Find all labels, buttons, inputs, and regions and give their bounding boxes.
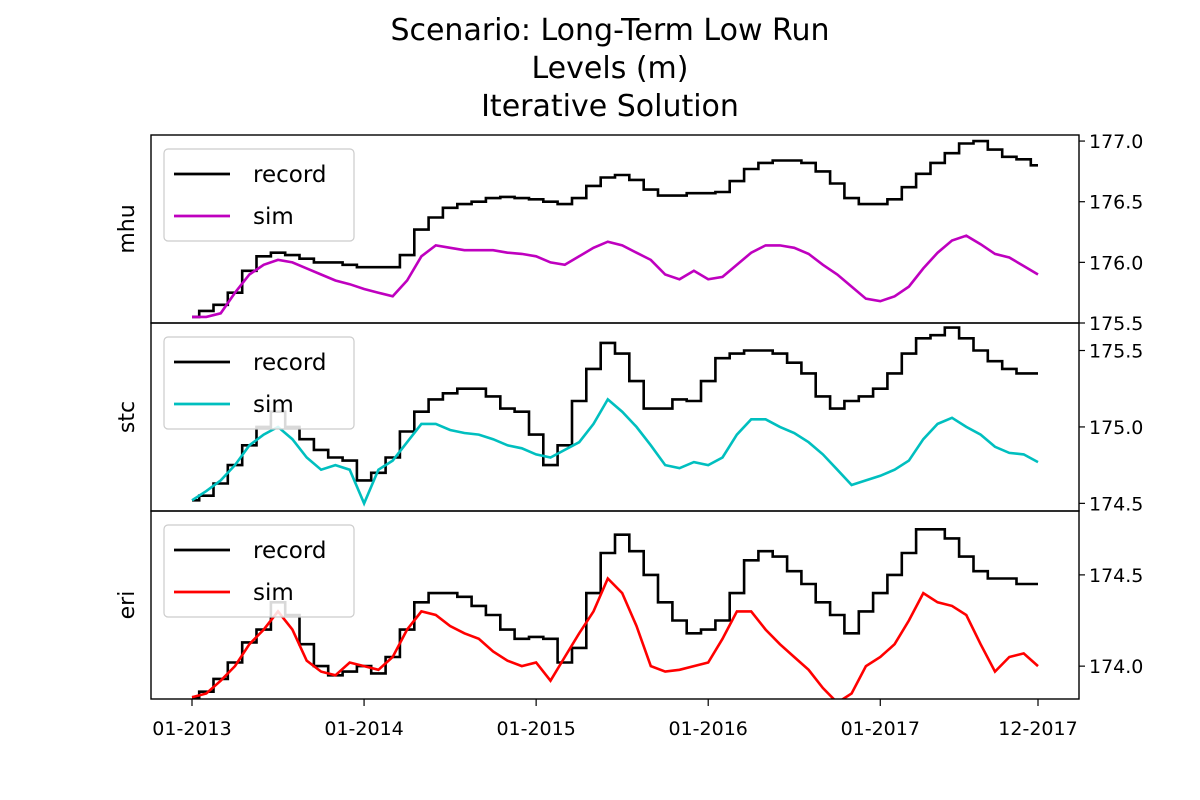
xtick-label: 01-2016 <box>669 718 748 740</box>
legend-label-eri-record: record <box>253 538 326 564</box>
legend-box-mhu <box>163 148 355 242</box>
series-line-stc-record <box>192 326 1038 502</box>
series-line-mhu-record <box>192 139 1038 319</box>
legend-label-stc-sim: sim <box>253 392 294 418</box>
series-line-eri-sim <box>191 576 1039 699</box>
xtick-label: 01-2014 <box>324 718 403 740</box>
ytick-label-mhu: 177.0 <box>1089 131 1143 153</box>
panel-frame-eri <box>150 510 1080 700</box>
ylabel-stc: stc <box>115 401 140 433</box>
ytick-label-stc: 175.5 <box>1089 341 1143 363</box>
xtick-label: 01-2015 <box>496 718 575 740</box>
ytick-label-mhu: 176.0 <box>1089 252 1143 274</box>
legend-label-mhu-record: record <box>253 162 326 188</box>
xtick-label: 01-2017 <box>841 718 920 740</box>
legend-label-stc-record: record <box>253 350 326 376</box>
ytick-label-eri: 174.5 <box>1089 565 1143 587</box>
panel-stc: 174.5 175.0 175.5 stc record sim <box>115 322 1143 515</box>
series-line-stc-sim <box>191 397 1039 507</box>
chart-title-line-3: Iterative Solution <box>481 89 739 124</box>
chart-title-line-1: Scenario: Long-Term Low Run <box>390 13 830 48</box>
legend-label-eri-sim: sim <box>253 580 294 606</box>
chart-title-line-2: Levels (m) <box>531 51 689 86</box>
xtick-label: 12-2017 <box>998 718 1077 740</box>
series-line-eri-record <box>192 528 1038 699</box>
legend-box-eri <box>163 524 355 618</box>
xtick-label: 01-2013 <box>152 718 231 740</box>
ylabel-mhu: mhu <box>115 204 140 253</box>
ytick-label-eri: 174.0 <box>1089 656 1143 678</box>
series-line-mhu-sim <box>192 234 1039 319</box>
legend-label-mhu-sim: sim <box>253 204 294 230</box>
panel-mhu: 175.5 176.0 176.5 177.0 mhu record sim <box>115 131 1143 335</box>
ytick-label-mhu: 175.5 <box>1089 313 1143 335</box>
legend-box-stc <box>163 336 355 430</box>
ytick-label-stc: 174.5 <box>1089 493 1143 515</box>
ylabel-eri: eri <box>115 591 140 620</box>
ytick-label-mhu: 176.5 <box>1089 192 1143 214</box>
ytick-label-stc: 175.0 <box>1089 417 1143 439</box>
panel-eri: 174.0 174.5 eri record sim <box>115 510 1143 700</box>
